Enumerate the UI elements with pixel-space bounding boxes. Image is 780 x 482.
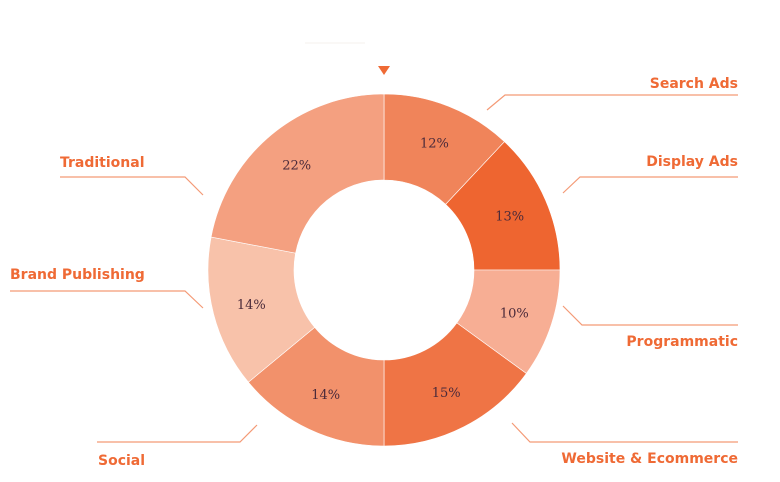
slice-percent-label: 13%: [495, 210, 524, 225]
leader-line: [562, 305, 738, 326]
leader-line: [10, 290, 204, 309]
leader-line: [511, 422, 738, 443]
slice-percent-label: 22%: [282, 158, 311, 173]
category-label: Display Ads: [646, 154, 738, 170]
category-label: Programmatic: [626, 334, 738, 350]
category-label: Traditional: [60, 155, 145, 171]
leader-line: [97, 424, 258, 443]
leader-line: [60, 176, 204, 196]
slice-percent-label: 12%: [420, 137, 449, 152]
slice-percent-label: 15%: [432, 386, 461, 401]
category-label: Social: [98, 453, 145, 469]
slice-percent-label: 14%: [237, 298, 266, 313]
category-label: Search Ads: [650, 76, 738, 92]
leader-line: [486, 94, 738, 111]
top-pointer-triangle-icon: [378, 66, 390, 75]
category-label: Brand Publishing: [10, 267, 145, 283]
slice-percent-label: 14%: [311, 388, 340, 403]
donut-slice-traditional: [210, 93, 385, 254]
leader-line: [562, 176, 738, 194]
donut-slice-website-ecommerce: [383, 322, 527, 447]
slice-percent-label: 10%: [500, 306, 529, 321]
category-label: Website & Ecommerce: [561, 451, 738, 467]
